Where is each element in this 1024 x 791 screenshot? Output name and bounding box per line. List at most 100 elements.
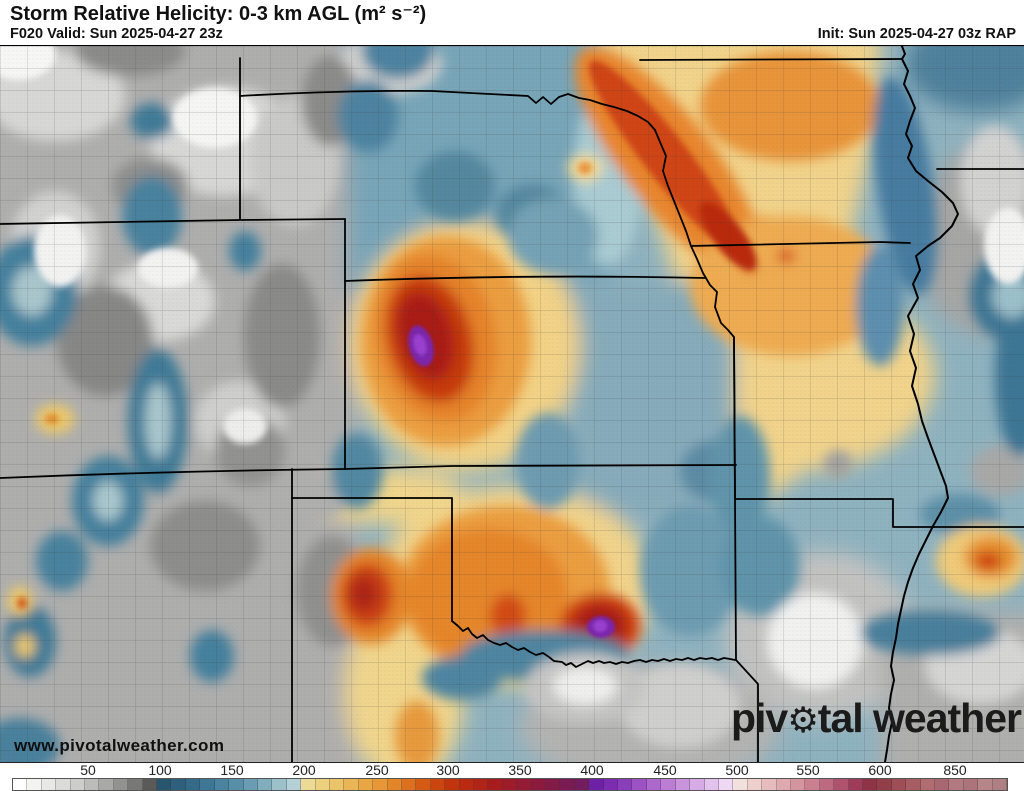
colorbar-tick-label: 500: [725, 762, 749, 778]
valid-time-label: F020 Valid: Sun 2025-04-27 23z: [10, 26, 223, 42]
border-43n-missouri-river: [239, 89, 736, 499]
colorbar-segment: [646, 779, 662, 790]
colorbar-segment: [992, 779, 1008, 790]
colorbar-segment: [632, 779, 647, 790]
colorbar-segment: [877, 779, 892, 790]
colorbar-tick-label: 600: [868, 762, 892, 778]
colorbar-segment: [834, 779, 849, 790]
helicity-map-canvas: www.pivotalweather.com piv⚙tal weather: [0, 46, 1024, 762]
colorbar-segment: [41, 779, 57, 790]
colorbar-tick-label: 550: [796, 762, 820, 778]
border-nebraska-kansas: [344, 275, 707, 282]
colorbar-segment: [517, 779, 532, 790]
colorbar-segment: [272, 779, 287, 790]
colorbar-segment: [560, 779, 575, 790]
colorbar-footer: 50 100 150 200 250 300 350 400 450 500 550 600 850: [0, 762, 1024, 791]
colorbar-segment: [675, 779, 691, 790]
colorbar-segment: [747, 779, 763, 790]
colorbar-tick-label: 100: [148, 762, 172, 778]
colorbar-tick-labels: 50 100 150 200 250 300 350 400 450 500 550 600 850: [0, 763, 1024, 778]
colorbar-segment: [935, 779, 950, 790]
colorbar-segment: [963, 779, 979, 790]
border-minnesota-iowa: [639, 58, 903, 61]
logo-text-pre: piv: [730, 695, 788, 741]
colorbar-segment: [329, 779, 345, 790]
colorbar-segment: [243, 779, 258, 790]
colorbar-segment: [906, 779, 921, 790]
colorbar-segment: [502, 779, 518, 790]
colorbar-segment: [358, 779, 374, 790]
border-41n: [0, 218, 346, 225]
colorbar-segment: [661, 779, 676, 790]
colorbar-segment: [474, 779, 489, 790]
colorbar-segment: [776, 779, 791, 790]
colorbar-segment: [531, 779, 547, 790]
page-title: Storm Relative Helicity: 0-3 km AGL (m² …: [10, 3, 427, 25]
colorbar-tick-label: 50: [80, 762, 96, 778]
colorbar-tick-label: 150: [220, 762, 244, 778]
colorbar-segment: [790, 779, 806, 790]
border-37n: [0, 464, 737, 479]
colorbar-segment: [574, 779, 590, 790]
colorbar-tick-label: 450: [653, 762, 677, 778]
colorbar-segment: [848, 779, 863, 790]
colorbar-segment: [546, 779, 561, 790]
colorbar-segment: [257, 779, 273, 790]
red-river-border: [451, 620, 736, 668]
colorbar-segment: [85, 779, 100, 790]
colorbar-tick-label: 300: [436, 762, 460, 778]
colorbar-segment: [301, 779, 316, 790]
colorbar-segment: [185, 779, 201, 790]
colorbar-segment: [488, 779, 503, 790]
logo-gear-icon: ⚙: [787, 700, 819, 741]
colorbar-segment: [286, 779, 302, 790]
colorbar-segment: [128, 779, 143, 790]
colorbar-segment: [618, 779, 633, 790]
colorbar-segment: [157, 779, 172, 790]
colorbar-segment: [56, 779, 71, 790]
colorbar-segment: [445, 779, 460, 790]
colorbar-segment: [690, 779, 705, 790]
colorbar-segment: [920, 779, 935, 790]
colorbar-segment: [430, 779, 446, 790]
colorbar-tick-label: 350: [508, 762, 532, 778]
srh-filled-contour-map: [0, 46, 1024, 762]
colorbar-segment: [805, 779, 820, 790]
colorbar-segment: [373, 779, 388, 790]
colorbar-tick-label: 400: [580, 762, 604, 778]
colorbar-segment: [718, 779, 734, 790]
colorbar-segment: [214, 779, 230, 790]
colorbar-segment: [344, 779, 359, 790]
border-missouri-arkansas: [735, 498, 1024, 528]
colorbar-segment: [13, 779, 28, 790]
colorbar-segment: [416, 779, 431, 790]
colorbar-segment: [603, 779, 619, 790]
colorbar-segment: [70, 779, 86, 790]
colorbar-segment: [200, 779, 215, 790]
header-bar: Storm Relative Helicity: 0-3 km AGL (m² …: [0, 0, 1024, 46]
pivotal-weather-logo: piv⚙tal weather: [730, 695, 1022, 741]
init-time-label: Init: Sun 2025-04-27 03z RAP: [817, 26, 1016, 42]
colorbar-segment: [142, 779, 158, 790]
border-missouri-oklahoma-arkansas-west: [733, 337, 759, 762]
colorbar-scale: [12, 778, 1008, 791]
colorbar-segment: [171, 779, 186, 790]
colorbar-segment: [113, 779, 129, 790]
colorbar-segment: [589, 779, 604, 790]
logo-text-post: tal weather: [817, 695, 1022, 741]
colorbar-segment: [891, 779, 907, 790]
colorbar-tick-label: 250: [365, 762, 389, 778]
mississippi-river-border: [884, 46, 959, 762]
border-ok-panhandle: [291, 468, 453, 622]
colorbar-segment: [459, 779, 474, 790]
colorbar-segment: [862, 779, 878, 790]
watermark-url: www.pivotalweather.com: [14, 736, 225, 755]
colorbar-segment: [387, 779, 402, 790]
colorbar-segment: [762, 779, 777, 790]
colorbar-segment: [27, 779, 42, 790]
colorbar-segment: [99, 779, 114, 790]
colorbar-tick-label: 850: [943, 762, 967, 778]
county-grid: [0, 46, 1024, 762]
border-iowa-missouri: [690, 241, 911, 247]
